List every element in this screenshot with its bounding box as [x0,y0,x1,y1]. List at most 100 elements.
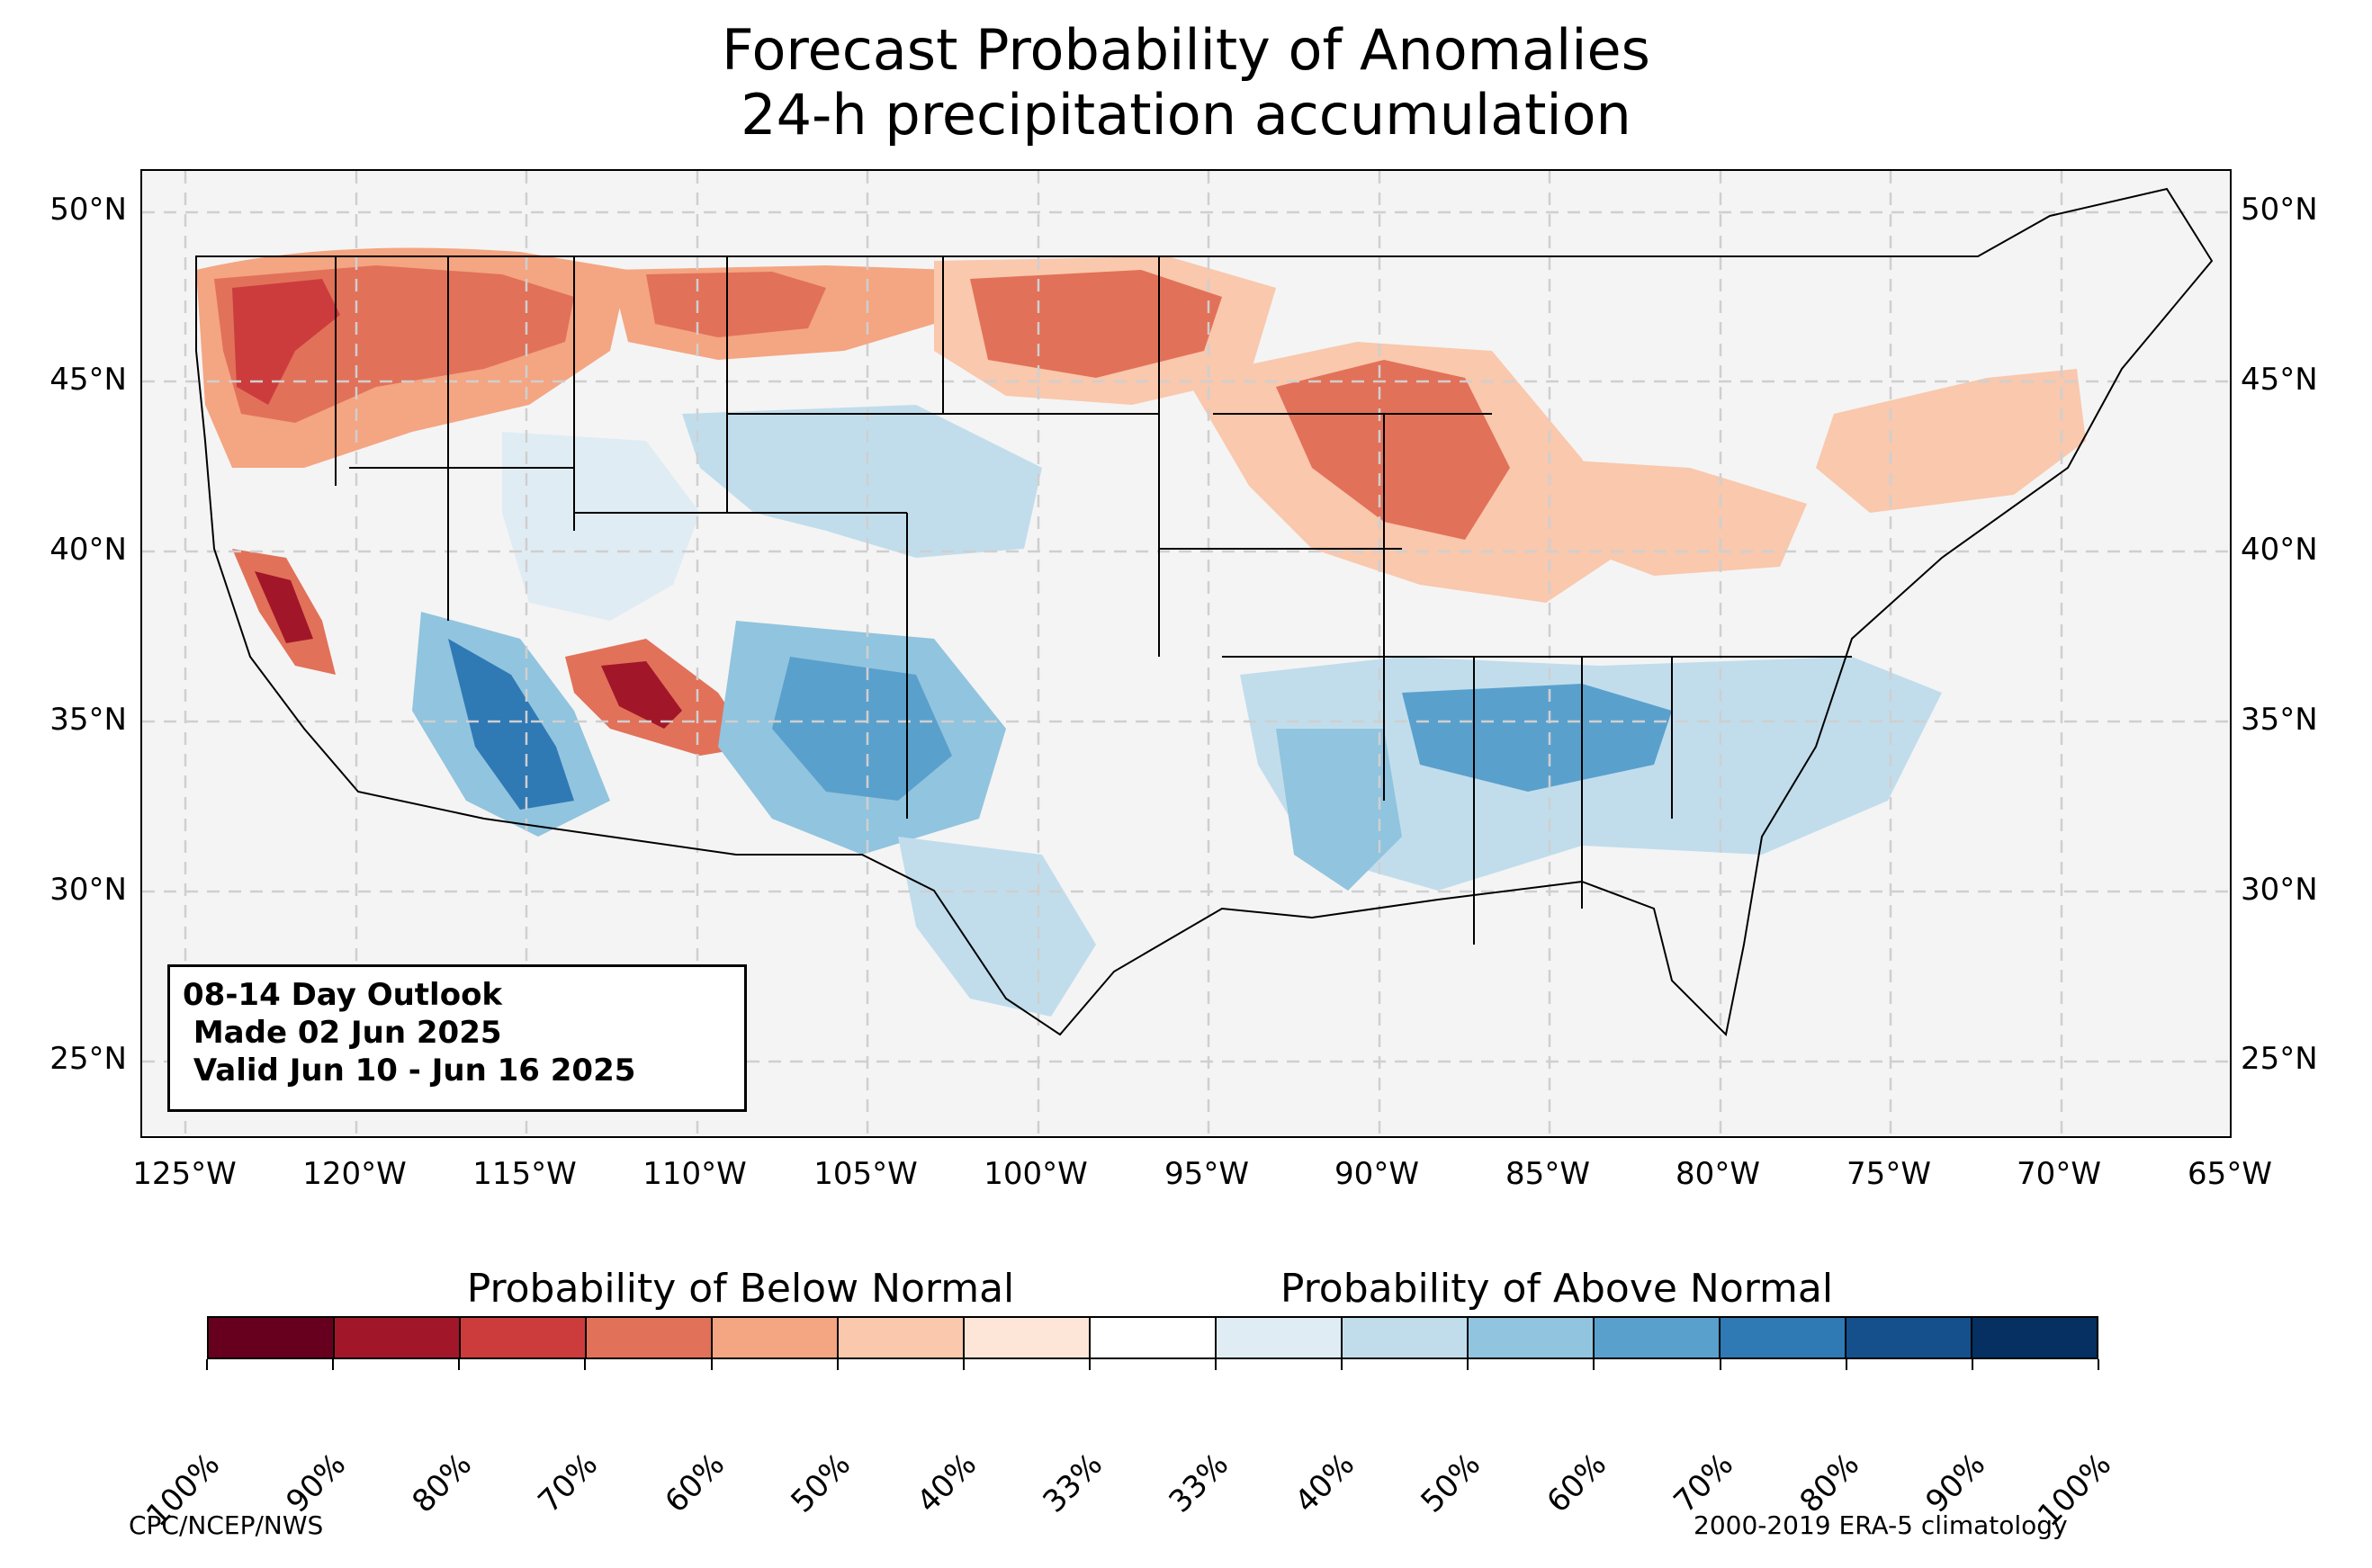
lat-label-35n: 35°N [49,702,127,738]
colorbar-cell [461,1318,587,1357]
lat-label-right-30n: 30°N [2241,872,2318,908]
title-line-1: Forecast Probability of Anomalies [722,17,1650,83]
colorbar-tick-label: 40% [1288,1446,1362,1520]
lat-label-right-25n: 25°N [2241,1041,2318,1077]
above-normal-region-southwest-core [448,639,574,810]
probability-colorbar [207,1316,2098,1359]
boundaries [195,187,2214,1037]
lon-label-65w: 65°W [2188,1156,2272,1192]
colorbar-cell [1972,1318,2097,1357]
footer-source: CPC/NCEP/NWS [129,1510,324,1540]
colorbar-cell [1469,1318,1595,1357]
above-normal-regions [412,405,1942,1017]
below-normal-region-midwest-core [1276,360,1510,540]
graticule [142,171,2230,1136]
lon-label-75w: 75°W [1846,1156,1931,1192]
colorbar-cell [713,1318,839,1357]
lat-label-right-35n: 35°N [2241,702,2318,738]
colorbar-cell [1595,1318,1721,1357]
lat-label-right-40n: 40°N [2241,532,2318,568]
colorbar-tick-label: 50% [784,1446,858,1520]
lon-label-95w: 95°W [1164,1156,1249,1192]
lon-label-105w: 105°W [813,1156,918,1192]
legend-below-normal-label: Probability of Below Normal [466,1266,1015,1312]
colorbar-tick [1215,1359,1217,1370]
colorbar-cell [335,1318,461,1357]
outlook-period: 08-14 Day Outlook [183,977,503,1013]
lon-label-120w: 120°W [302,1156,407,1192]
lon-label-100w: 100°W [984,1156,1088,1192]
colorbar-cell [1721,1318,1846,1357]
lon-label-80w: 80°W [1676,1156,1760,1192]
colorbar-tick-label: 80% [1792,1446,1866,1520]
lon-label-125w: 125°W [132,1156,237,1192]
lon-label-70w: 70°W [2017,1156,2101,1192]
above-normal-region-southeast-core [1402,684,1672,792]
colorbar-cell [209,1318,335,1357]
above-normal-region-great-basin [502,432,700,621]
lon-label-110w: 110°W [642,1156,747,1192]
outlook-info-box: 08-14 Day Outlook Made 02 Jun 2025 Valid… [167,964,747,1112]
below-normal-region-northeast [1816,369,2086,513]
colorbar-tick [1088,1359,1091,1370]
colorbar-tick [584,1359,587,1370]
colorbar-tick [206,1359,208,1370]
colorbar-cell [1217,1318,1343,1357]
footer-climatology: 2000-2019 ERA-5 climatology [1694,1510,2068,1540]
probability-map [142,171,2230,1136]
below-normal-region-ohio-valley [1546,459,1807,576]
below-normal-region-arizona-core [601,661,682,729]
colorbar-cell [587,1318,713,1357]
colorbar-tick-label: 50% [1414,1446,1488,1520]
below-normal-region-montana-core [646,272,826,337]
colorbar-cell [1846,1318,1972,1357]
below-normal-region-northwest-peak [232,279,340,405]
colorbar-tick [1467,1359,1469,1370]
colorbar-tick [1593,1359,1595,1370]
colorbar-tick [1719,1359,1721,1370]
state-lines [335,256,1852,945]
colorbar-tick-label: 40% [910,1446,984,1520]
colorbar-tick [836,1359,839,1370]
map-title: Forecast Probability of Anomalies 24-h p… [0,18,2372,148]
lat-label-45n: 45°N [49,362,127,398]
colorbar-tick [962,1359,965,1370]
colorbar-tick-label: 33% [1036,1446,1110,1520]
lat-label-40n: 40°N [49,532,127,568]
colorbar-tick-label: 60% [1540,1446,1614,1520]
colorbar-tick [2098,1359,2099,1370]
colorbar-tick-label: 70% [1667,1446,1740,1520]
lat-label-right-50n: 50°N [2241,192,2318,228]
colorbar-tick-label: 90% [1918,1446,1993,1520]
lat-label-50n: 50°N [49,192,127,228]
above-normal-region-rockies [682,405,1042,558]
us-outline [195,187,2214,1037]
colorbar-tick-label: 80% [405,1446,480,1520]
below-normal-region-california-core [255,571,313,643]
colorbar-tick-label: 90% [279,1446,354,1520]
above-normal-region-mississippi [1276,729,1402,891]
lon-label-90w: 90°W [1334,1156,1419,1192]
below-normal-regions [196,247,2086,756]
colorbar-cell [839,1318,965,1357]
colorbar-tick [1341,1359,1343,1370]
colorbar-tick-label: 60% [657,1446,732,1520]
outlook-made-date: Made 02 Jun 2025 [183,1015,502,1051]
lon-label-85w: 85°W [1505,1156,1590,1192]
colorbar-tick [1971,1359,1973,1370]
lat-label-25n: 25°N [49,1041,127,1077]
colorbar-tick-label: 33% [1162,1446,1236,1520]
lat-label-right-45n: 45°N [2241,362,2318,398]
legend-above-normal-label: Probability of Above Normal [1280,1266,1834,1312]
colorbar-cell [1343,1318,1469,1357]
colorbar-tick-label: 100% [2031,1446,2119,1534]
outlook-valid-range: Valid Jun 10 - Jun 16 2025 [183,1053,636,1089]
colorbar-tick [332,1359,335,1370]
colorbar-cell [965,1318,1091,1357]
colorbar-cell [1091,1318,1217,1357]
above-normal-region-texas [898,837,1096,1017]
title-line-2: 24-h precipitation accumulation [741,82,1631,148]
colorbar-tick-label: 70% [531,1446,606,1520]
colorbar-tick [1845,1359,1847,1370]
colorbar-tick [458,1359,461,1370]
